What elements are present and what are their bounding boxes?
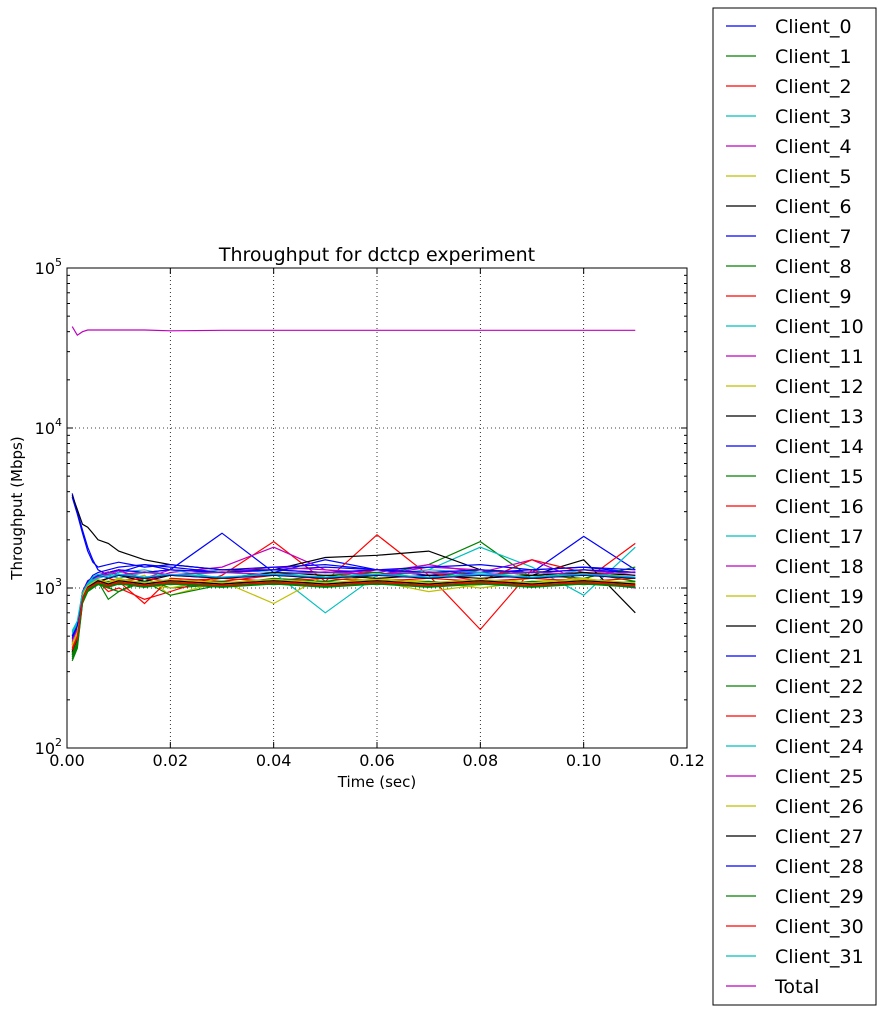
legend-label-client-12: Client_12 [775, 376, 864, 398]
axis-ticks: 0.00 0.02 0.04 0.06 0.08 0.10 0.12 102 103 104 105 [35, 256, 705, 770]
legend-label-client-30: Client_30 [775, 916, 864, 938]
legend-label-client-1: Client_1 [775, 46, 852, 68]
series-line-client-30 [71, 581, 636, 651]
legend: Client_0 Client_1 Client_2 Client_3 Client_4… [712, 7, 877, 1006]
y-axis-label: Throughput (Mbps) [8, 436, 26, 580]
legend-label-client-27: Client_27 [775, 826, 864, 848]
legend-label-client-26: Client_26 [775, 796, 864, 818]
y-tick-label: 103 [35, 576, 62, 598]
x-axis-label: Time (sec) [337, 773, 416, 791]
legend-label-client-11: Client_11 [775, 346, 864, 368]
series-line-client-2 [71, 534, 636, 652]
series-line-client-20 [71, 574, 636, 654]
series-lines [71, 326, 636, 662]
x-tick-label: 0.06 [359, 751, 395, 770]
legend-label-client-8: Client_8 [775, 256, 852, 278]
series-line-client-19 [71, 579, 636, 646]
chart-title: Throughput for dctcp experiment [218, 244, 535, 266]
x-tick-label: 0.00 [49, 751, 85, 770]
series-line-client-0 [71, 493, 636, 576]
legend-label-client-28: Client_28 [775, 856, 864, 878]
legend-label-client-13: Client_13 [775, 406, 864, 428]
series-line-client-23 [71, 582, 636, 652]
legend-label-client-4: Client_4 [775, 136, 852, 158]
legend-label-client-0: Client_0 [775, 16, 852, 38]
series-line-total [71, 326, 636, 337]
grid-lines [67, 268, 687, 748]
legend-label-client-14: Client_14 [775, 436, 864, 458]
legend-label-client-16: Client_16 [775, 496, 864, 518]
legend-label-client-31: Client_31 [775, 946, 864, 968]
series-line-client-22 [71, 583, 636, 656]
legend-label-client-3: Client_3 [775, 106, 852, 128]
legend-label-client-21: Client_21 [775, 646, 864, 668]
x-tick-label: 0.04 [256, 751, 292, 770]
y-tick-label: 104 [35, 416, 62, 438]
x-tick-label: 0.02 [153, 751, 189, 770]
series-line-client-15 [71, 580, 636, 660]
x-tick-label: 0.12 [669, 751, 705, 770]
legend-label-client-25: Client_25 [775, 766, 864, 788]
series-line-client-14 [71, 496, 636, 571]
legend-label-total: Total [774, 976, 819, 998]
legend-label-client-2: Client_2 [775, 76, 852, 98]
legend-label-client-7: Client_7 [775, 226, 852, 248]
y-tick-label: 105 [35, 256, 62, 278]
series-line-client-16 [71, 577, 636, 649]
legend-label-client-17: Client_17 [775, 526, 864, 548]
legend-label-client-10: Client_10 [775, 316, 864, 338]
legend-label-client-6: Client_6 [775, 196, 852, 218]
series-line-client-31 [71, 573, 636, 632]
legend-label-client-19: Client_19 [775, 586, 864, 608]
series-line-client-26 [71, 578, 636, 644]
series-line-client-29 [71, 582, 636, 654]
x-tick-label: 0.10 [566, 751, 602, 770]
legend-label-client-9: Client_9 [775, 286, 852, 308]
legend-label-client-15: Client_15 [775, 466, 864, 488]
legend-label-client-23: Client_23 [775, 706, 864, 728]
series-line-client-27 [71, 580, 636, 652]
legend-label-client-22: Client_22 [775, 676, 864, 698]
y-tick-label: 102 [35, 736, 62, 758]
legend-label-client-18: Client_18 [775, 556, 864, 578]
x-tick-label: 0.08 [463, 751, 499, 770]
legend-label-client-5: Client_5 [775, 166, 852, 188]
legend-label-client-24: Client_24 [775, 736, 864, 758]
legend-label-client-29: Client_29 [775, 886, 864, 908]
legend-label-client-20: Client_20 [775, 616, 864, 638]
